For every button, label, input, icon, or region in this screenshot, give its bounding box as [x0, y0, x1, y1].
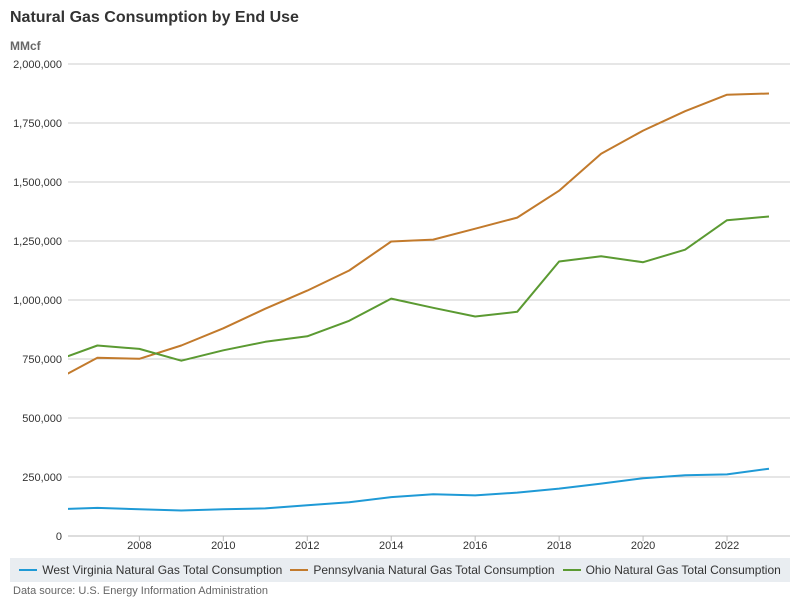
series-line-2 — [68, 215, 770, 362]
legend-item[interactable]: Pennsylvania Natural Gas Total Consumpti… — [290, 563, 555, 577]
chart-title: Natural Gas Consumption by End Use — [10, 9, 299, 26]
y-tick-label: 750,000 — [22, 354, 62, 366]
y-tick-label: 0 — [56, 531, 62, 543]
y-tick-label: 1,000,000 — [13, 295, 62, 307]
x-tick-label: 2014 — [379, 540, 403, 552]
x-tick-label: 2010 — [211, 540, 235, 552]
chart-legend: West Virginia Natural Gas Total Consumpt… — [10, 558, 790, 582]
series-line-1 — [68, 92, 770, 375]
x-tick-label: 2020 — [631, 540, 655, 552]
legend-label: Pennsylvania Natural Gas Total Consumpti… — [313, 563, 555, 577]
y-tick-label: 2,000,000 — [13, 59, 62, 71]
legend-swatch — [19, 569, 38, 571]
legend-swatch — [290, 569, 309, 571]
x-tick-label: 2012 — [295, 540, 319, 552]
legend-label: West Virginia Natural Gas Total Consumpt… — [42, 563, 283, 577]
x-tick-label: 2018 — [547, 540, 571, 552]
legend-swatch — [562, 569, 581, 571]
legend-item[interactable]: West Virginia Natural Gas Total Consumpt… — [19, 563, 282, 577]
x-tick-label: 2016 — [463, 540, 487, 552]
y-tick-label: 500,000 — [22, 413, 62, 425]
y-tick-label: 250,000 — [22, 472, 62, 484]
y-tick-label: 1,750,000 — [13, 118, 62, 130]
legend-label: Ohio Natural Gas Total Consumption — [585, 563, 781, 577]
x-tick-label: 2022 — [715, 540, 739, 552]
y-tick-label: 1,500,000 — [13, 177, 62, 189]
data-source-note: Data source: U.S. Energy Information Adm… — [13, 585, 268, 597]
series-line-0 — [68, 467, 770, 512]
y-tick-label: 1,250,000 — [13, 236, 62, 248]
x-tick-label: 2008 — [127, 540, 151, 552]
legend-item[interactable]: Ohio Natural Gas Total Consumption — [562, 563, 781, 577]
y-axis-unit-label: MMcf — [10, 39, 41, 53]
